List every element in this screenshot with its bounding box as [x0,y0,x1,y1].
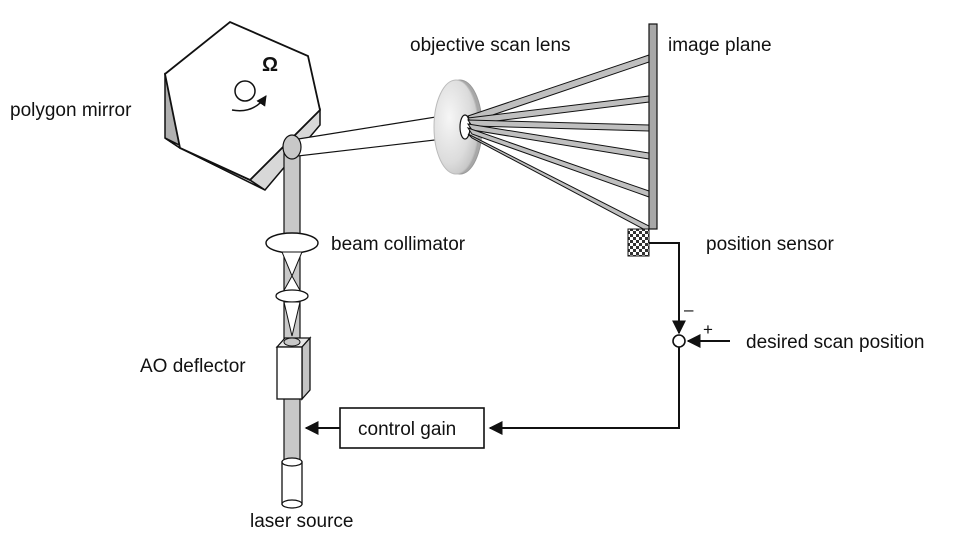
control-gain-label: control gain [358,419,456,440]
rotation-arrow-icon [231,95,267,112]
plus-sign: + [703,320,713,339]
beam-collimator-label: beam collimator [331,234,466,255]
laser-source-label: laser source [250,511,354,532]
objective-scan-lens-label: objective scan lens [410,35,571,56]
laser-source [281,457,303,509]
error-signal-line [488,347,680,435]
expansion-cone [283,301,301,337]
sensor-feedback-line [649,242,686,335]
polygon-mirror-label: polygon mirror [10,100,132,121]
desired-scan-position-label: desired scan position [746,332,925,353]
ao-deflector [275,336,312,401]
control-gain-block [339,407,485,449]
position-sensor-label: position sensor [706,234,834,255]
summing-junction [672,334,686,348]
objective-scan-lens [433,79,483,175]
omega-symbol: Ω [262,54,278,76]
ao-deflector-label: AO deflector [140,356,246,377]
image-plane [648,23,658,230]
position-sensor [627,228,650,257]
collimator-beam-cone-upper [281,251,303,278]
minus-sign: – [684,300,694,319]
polygon-mirror: Ω [164,20,321,191]
small-lens [275,289,309,303]
rotation-axis-icon [234,80,256,102]
image-plane-label: image plane [668,35,772,56]
scan-fan [466,54,650,233]
beam-collimator-lens [265,232,319,254]
mirror-reflection-spot [282,134,302,160]
